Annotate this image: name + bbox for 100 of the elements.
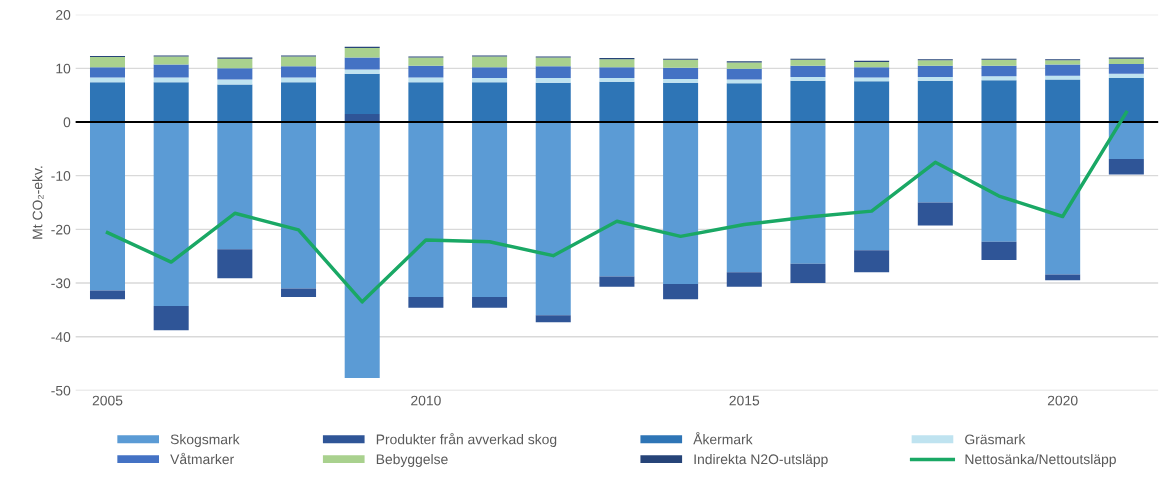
legend-label: Skogsmark [170, 434, 240, 448]
legend-label: Gräsmark [965, 434, 1026, 445]
bar [217, 58, 253, 69]
bar [1045, 274, 1081, 281]
bar [472, 82, 508, 122]
bar [981, 76, 1017, 81]
bar [1108, 73, 1144, 78]
bar [472, 67, 508, 78]
bar [726, 83, 762, 122]
bar [535, 82, 571, 122]
bar [535, 122, 571, 316]
y-tick-label: 0 [63, 117, 71, 128]
bar [153, 64, 189, 78]
legend-label: Bebyggelse [376, 453, 448, 467]
bar [153, 77, 189, 83]
bar [1108, 64, 1144, 74]
bar [599, 276, 635, 287]
bar [599, 59, 635, 68]
bar [981, 65, 1017, 77]
bar [153, 82, 189, 122]
y-tick-label: -30 [51, 278, 71, 289]
bar [663, 59, 699, 68]
bar [663, 284, 699, 300]
bar [535, 66, 571, 78]
bar [599, 67, 635, 78]
bar [408, 297, 444, 308]
bar [981, 122, 1017, 242]
bar [981, 241, 1017, 260]
bar [790, 122, 826, 264]
legend-label: Åkermark [693, 431, 753, 445]
bar [344, 47, 380, 58]
bar [408, 65, 444, 78]
y-tick-label: -10 [51, 171, 71, 181]
bar [472, 77, 508, 83]
bar [917, 202, 953, 226]
bar [344, 122, 380, 379]
bar [981, 59, 1017, 66]
bar [281, 66, 317, 78]
bar [599, 77, 635, 82]
bar [663, 122, 699, 285]
bar [663, 67, 699, 80]
bar [917, 65, 953, 77]
x-tick-label: 2005 [92, 395, 123, 406]
y-tick-label: -20 [51, 224, 71, 235]
bar [981, 80, 1017, 122]
bar [344, 73, 380, 114]
legend-label: Produkter från avverkad skog [376, 432, 557, 448]
bar [89, 82, 126, 122]
bar [726, 272, 762, 287]
bar [1045, 122, 1081, 275]
bar [89, 67, 126, 78]
bar [854, 250, 890, 273]
bar [790, 263, 826, 284]
y-tick-label: -50 [51, 385, 71, 396]
bar [726, 62, 762, 69]
bar [1108, 159, 1144, 175]
y-tick-label: 10 [56, 63, 71, 74]
x-tick-label: 2010 [411, 395, 441, 406]
bar [281, 122, 317, 289]
bar [1045, 75, 1081, 80]
bar [917, 76, 953, 81]
bar [408, 57, 444, 66]
bar [217, 84, 253, 122]
line-series [105, 110, 1129, 304]
bar [535, 57, 571, 67]
bar [1045, 60, 1081, 65]
legend-label: Indirekta N2O-utsläpp [694, 453, 828, 467]
bar [917, 80, 953, 122]
bar [472, 297, 508, 308]
bar [1045, 79, 1081, 122]
legend-label: Nettosänka/Nettoutsläpp [965, 453, 1116, 467]
x-tick-label: 2020 [1047, 395, 1078, 406]
bar [917, 60, 953, 66]
bar [854, 122, 890, 251]
bar [1108, 122, 1144, 160]
bar [790, 76, 826, 81]
x-tick-label: 2015 [729, 395, 760, 406]
bar [726, 122, 762, 273]
bar [408, 77, 444, 83]
bar [790, 80, 826, 122]
legend-label: Våtmarker [170, 452, 234, 465]
bar [281, 288, 317, 297]
bar [1045, 64, 1081, 76]
bar [726, 68, 762, 80]
y-axis-title: Mt CO₂-ekv. [32, 166, 44, 239]
bar [281, 56, 317, 67]
bar [535, 315, 571, 323]
bar [281, 82, 317, 122]
bar [153, 122, 189, 307]
bar [854, 67, 890, 78]
bar [599, 81, 635, 122]
bar [344, 69, 380, 74]
bar [472, 122, 508, 297]
bar [535, 77, 571, 83]
bar [599, 122, 635, 277]
bar [917, 122, 953, 203]
bar [153, 56, 189, 65]
bar [408, 122, 444, 297]
bar [217, 249, 253, 279]
bar [854, 81, 890, 122]
